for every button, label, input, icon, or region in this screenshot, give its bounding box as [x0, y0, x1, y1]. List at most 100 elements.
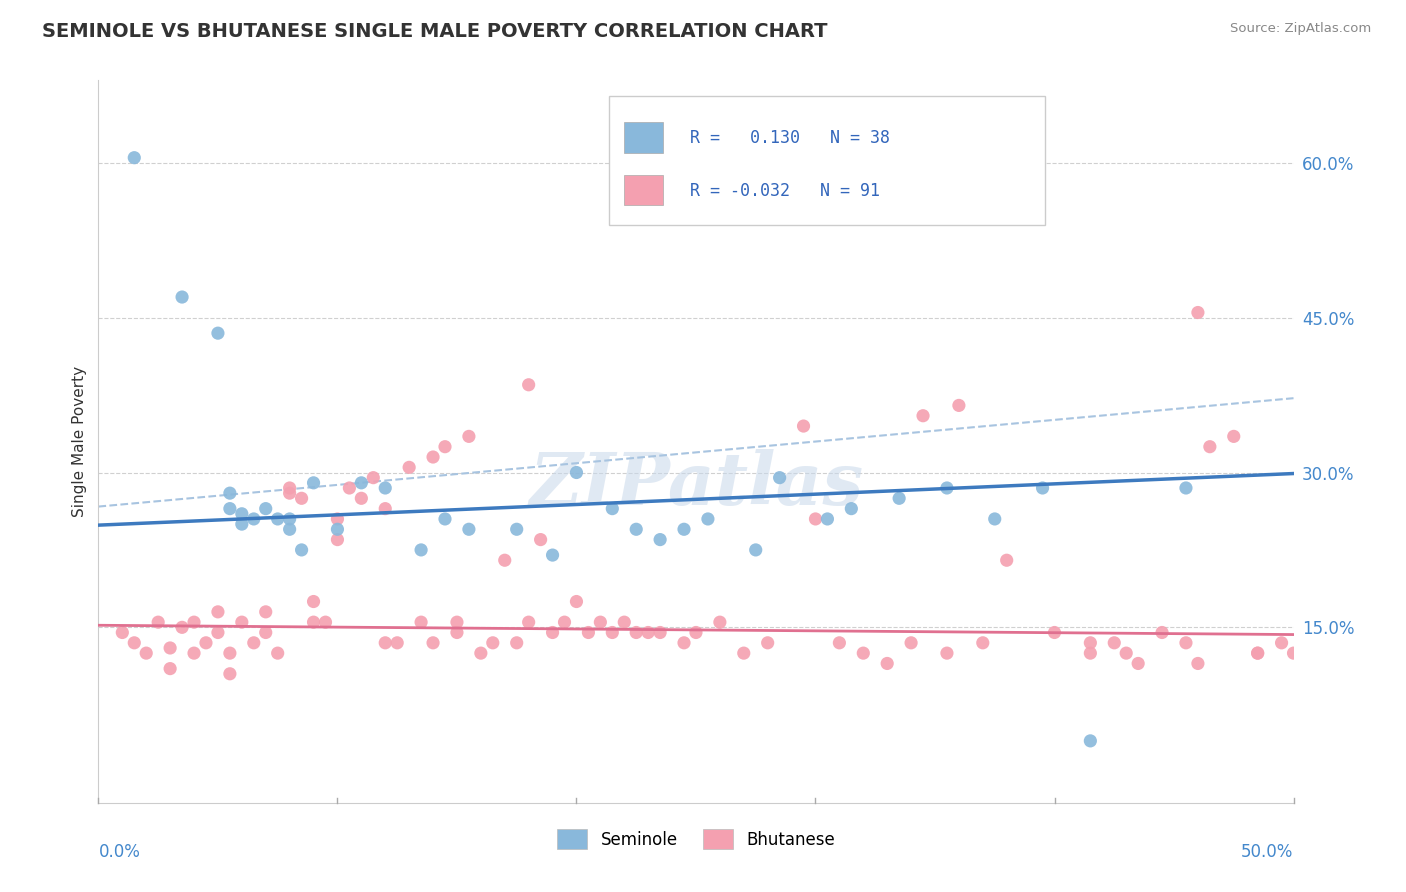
Point	[159, 662, 181, 676]
Point	[1175, 481, 1198, 495]
Point	[183, 646, 205, 660]
Point	[1247, 646, 1270, 660]
Point	[673, 522, 696, 536]
Point	[124, 151, 146, 165]
Point	[470, 646, 492, 660]
Point	[554, 615, 576, 630]
Point	[972, 636, 994, 650]
Point	[1115, 646, 1137, 660]
Point	[291, 542, 314, 557]
Point	[1187, 305, 1209, 319]
FancyBboxPatch shape	[609, 96, 1045, 225]
Point	[984, 512, 1007, 526]
Text: 0.0%: 0.0%	[98, 843, 141, 861]
Point	[733, 646, 755, 660]
Point	[1187, 657, 1209, 671]
Point	[1223, 429, 1246, 443]
Point	[648, 625, 672, 640]
Point	[756, 636, 779, 650]
Point	[685, 625, 707, 640]
Point	[911, 409, 934, 423]
Point	[1032, 481, 1054, 495]
Point	[1104, 636, 1126, 650]
Point	[565, 594, 588, 608]
Point	[900, 636, 922, 650]
Y-axis label: Single Male Poverty: Single Male Poverty	[72, 366, 87, 517]
Point	[172, 290, 194, 304]
Point	[231, 517, 253, 532]
Point	[254, 501, 277, 516]
Point	[458, 522, 481, 536]
Point	[148, 615, 170, 630]
Point	[648, 533, 672, 547]
Point	[565, 466, 588, 480]
Point	[1128, 657, 1150, 671]
Point	[637, 625, 659, 640]
FancyBboxPatch shape	[624, 175, 662, 205]
Point	[302, 594, 325, 608]
Text: R =   0.130   N = 38: R = 0.130 N = 38	[690, 129, 890, 147]
Point	[793, 419, 815, 434]
Point	[183, 615, 205, 630]
Point	[602, 501, 624, 516]
Point	[278, 522, 301, 536]
Point	[458, 429, 481, 443]
Point	[339, 481, 361, 495]
Point	[135, 646, 157, 660]
Point	[411, 542, 433, 557]
Point	[243, 512, 266, 526]
Point	[411, 615, 433, 630]
Point	[626, 522, 648, 536]
Point	[350, 491, 373, 506]
Point	[422, 450, 444, 464]
Point	[267, 512, 290, 526]
Text: R = -0.032   N = 91: R = -0.032 N = 91	[690, 182, 880, 200]
Point	[589, 615, 612, 630]
Point	[1152, 625, 1174, 640]
Point	[195, 636, 218, 650]
Point	[815, 512, 838, 526]
Point	[446, 625, 468, 640]
Point	[326, 512, 349, 526]
Point	[530, 533, 553, 547]
Point	[1271, 636, 1294, 650]
Point	[876, 657, 898, 671]
Point	[745, 542, 768, 557]
Point	[936, 646, 959, 660]
Point	[385, 636, 409, 650]
Point	[111, 625, 134, 640]
Point	[434, 440, 457, 454]
Point	[219, 666, 242, 681]
Point	[481, 636, 505, 650]
Point	[1080, 646, 1102, 660]
Point	[506, 636, 529, 650]
Point	[302, 475, 325, 490]
Point	[363, 471, 385, 485]
Point	[1043, 625, 1066, 640]
Point	[231, 615, 253, 630]
Point	[422, 636, 444, 650]
Point	[374, 481, 396, 495]
Point	[374, 501, 396, 516]
Point	[578, 625, 600, 640]
Point	[326, 522, 349, 536]
Point	[291, 491, 314, 506]
Point	[541, 625, 564, 640]
Point	[673, 636, 696, 650]
Point	[172, 620, 194, 634]
Point	[434, 512, 457, 526]
Point	[278, 486, 301, 500]
Point	[948, 398, 970, 412]
Point	[1282, 646, 1305, 660]
Point	[613, 615, 636, 630]
Text: 50.0%: 50.0%	[1241, 843, 1294, 861]
Point	[804, 512, 827, 526]
Point	[1295, 625, 1317, 640]
Point	[841, 501, 863, 516]
Point	[1175, 636, 1198, 650]
Point	[302, 615, 325, 630]
Point	[124, 636, 146, 650]
Point	[219, 486, 242, 500]
Point	[828, 636, 851, 650]
Point	[231, 507, 253, 521]
